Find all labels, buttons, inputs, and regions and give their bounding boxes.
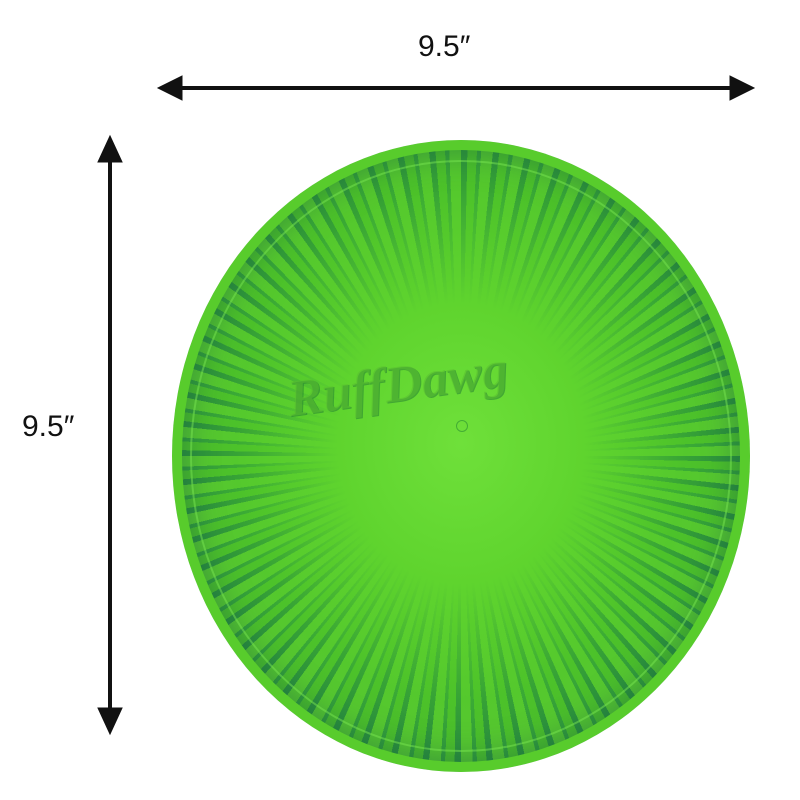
disc-rim [190,160,732,752]
height-label: 9.5″ [22,410,75,443]
width-arrow [156,75,756,101]
frisbee-disc: RuffDawg [172,140,750,772]
width-label: 9.5″ [418,30,471,63]
center-mark [456,420,468,432]
height-arrow [97,134,123,736]
